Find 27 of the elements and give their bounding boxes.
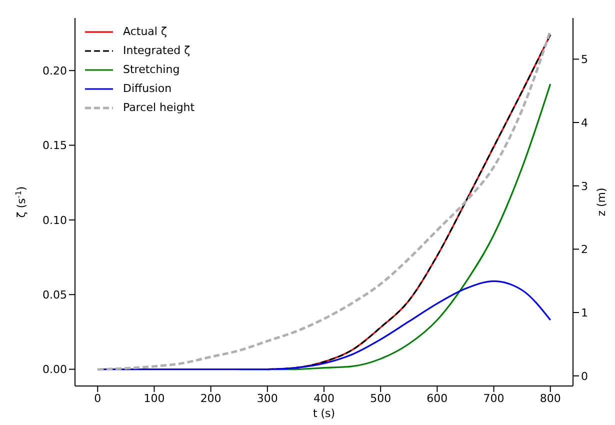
y2-tick-label: 0	[581, 370, 588, 383]
y-tick-label: 0.10	[42, 214, 67, 227]
x-tick-label: 700	[483, 392, 504, 405]
legend-label: Actual ζ	[123, 25, 167, 38]
y-tick-label: 0.15	[42, 139, 67, 152]
y2-tick-label: 3	[581, 180, 588, 193]
x-tick-label: 800	[540, 392, 561, 405]
legend-label: Integrated ζ	[123, 44, 190, 57]
legend-label: Diffusion	[123, 82, 172, 95]
x-axis-title: t (s)	[312, 407, 336, 420]
y2-tick-label: 4	[581, 116, 588, 130]
y2-tick-label: 2	[581, 243, 588, 256]
y-tick-label: 0.05	[42, 288, 67, 302]
x-tick-label: 500	[370, 392, 392, 405]
x-tick-label: 600	[426, 392, 448, 405]
x-tick-label: 100	[144, 392, 165, 405]
y2-tick-label: 1	[581, 306, 588, 320]
y-tick-label: 0.00	[42, 363, 67, 376]
legend-label: Stretching	[123, 63, 180, 76]
y2-tick-label: 5	[581, 53, 588, 66]
x-tick-label: 400	[314, 392, 334, 405]
x-tick-label: 300	[256, 392, 278, 405]
x-tick-label: 0	[94, 392, 102, 405]
y-tick-label: 0.20	[42, 64, 67, 78]
x-tick-label: 200	[200, 392, 222, 405]
y2-axis-title: z (m)	[595, 188, 608, 216]
legend-label: Parcel height	[123, 101, 195, 114]
